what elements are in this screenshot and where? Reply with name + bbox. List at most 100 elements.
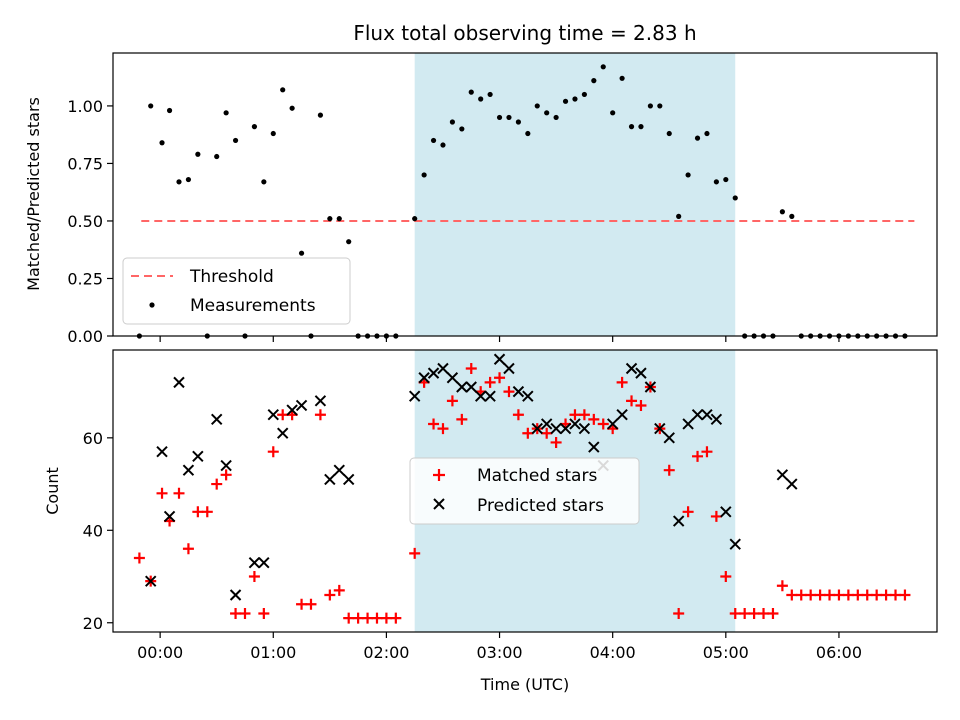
data-point [569, 409, 581, 421]
data-point [682, 506, 694, 518]
data-point [789, 213, 795, 219]
data-point [701, 409, 713, 421]
data-point [672, 515, 685, 527]
data-point [239, 608, 251, 620]
data-point [663, 432, 675, 444]
y-tick-label: 1.00 [67, 97, 103, 116]
data-point [776, 469, 789, 481]
legend-threshold-label: Threshold [189, 267, 274, 287]
data-point [729, 538, 741, 550]
x-tick-label: 02:00 [363, 643, 409, 662]
data-point [638, 124, 644, 130]
data-point [540, 418, 553, 430]
data-point [324, 589, 336, 601]
data-point [562, 98, 569, 104]
data-point [559, 422, 572, 435]
data-point [192, 450, 204, 463]
data-point [550, 436, 562, 448]
data-point [701, 446, 713, 458]
data-point [298, 250, 305, 256]
data-point [468, 89, 474, 95]
data-point [324, 473, 336, 486]
legend-predicted-swatch [433, 498, 445, 510]
data-point [305, 598, 317, 610]
data-point [541, 427, 553, 439]
data-point [173, 487, 185, 499]
data-point [390, 612, 402, 624]
data-point [663, 464, 675, 476]
data-point [600, 64, 606, 70]
data-point [814, 589, 826, 601]
data-point [503, 362, 515, 375]
y-tick-label: 0.25 [67, 269, 103, 288]
data-point [704, 130, 710, 137]
data-point [230, 608, 242, 620]
data-point [531, 422, 543, 435]
data-point [251, 124, 258, 130]
data-point [654, 422, 666, 435]
data-point [336, 216, 342, 222]
legend-matched-label: Matched stars [477, 466, 597, 486]
data-point [720, 506, 732, 518]
data-point [232, 137, 239, 144]
data-point [572, 96, 578, 102]
data-point [578, 409, 590, 421]
legend-box [122, 257, 351, 325]
x-tick-label: 06:00 [816, 643, 862, 662]
data-point [195, 151, 201, 157]
data-point [148, 103, 154, 109]
data-point [430, 137, 437, 144]
data-point [732, 195, 738, 201]
data-point [409, 547, 421, 559]
data-point [890, 589, 902, 601]
data-point [166, 107, 173, 114]
data-point [682, 418, 694, 430]
y-tick-label: 0.00 [67, 327, 103, 346]
data-point [248, 556, 261, 569]
data-point [544, 110, 550, 116]
data-point [258, 608, 270, 620]
data-point [276, 427, 289, 439]
data-point [133, 552, 145, 564]
data-point [512, 385, 525, 398]
data-point [280, 87, 286, 93]
series-1-0 [133, 362, 911, 624]
data-point [619, 75, 625, 81]
data-point [666, 130, 672, 137]
x-tick-label: 01:00 [250, 643, 296, 662]
data-point [578, 422, 591, 435]
data-point [635, 399, 647, 411]
data-point [676, 213, 682, 219]
data-point [487, 91, 493, 98]
data-point [342, 473, 355, 486]
data-point [176, 179, 182, 185]
x-tick-label: 04:00 [590, 643, 636, 662]
data-point [591, 78, 597, 84]
data-point [503, 386, 515, 398]
data-point [267, 409, 279, 421]
data-point [446, 372, 459, 384]
data-point [465, 381, 477, 393]
data-point [446, 395, 458, 407]
data-point [657, 103, 663, 109]
data-point [494, 372, 506, 384]
data-point [456, 413, 468, 425]
data-point [163, 510, 176, 523]
data-point [625, 362, 638, 375]
plot-frame [112, 52, 938, 337]
data-point [691, 409, 704, 421]
data-point [465, 362, 477, 374]
data-point [569, 418, 581, 430]
data-point [610, 110, 616, 116]
data-point [289, 105, 295, 111]
data-point [758, 608, 770, 620]
data-point [314, 395, 327, 407]
data-point [220, 459, 232, 472]
data-point [380, 612, 392, 624]
data-point [644, 381, 657, 393]
data-point [880, 589, 892, 601]
data-point [795, 589, 807, 601]
data-point [185, 176, 192, 183]
data-point [173, 376, 185, 389]
